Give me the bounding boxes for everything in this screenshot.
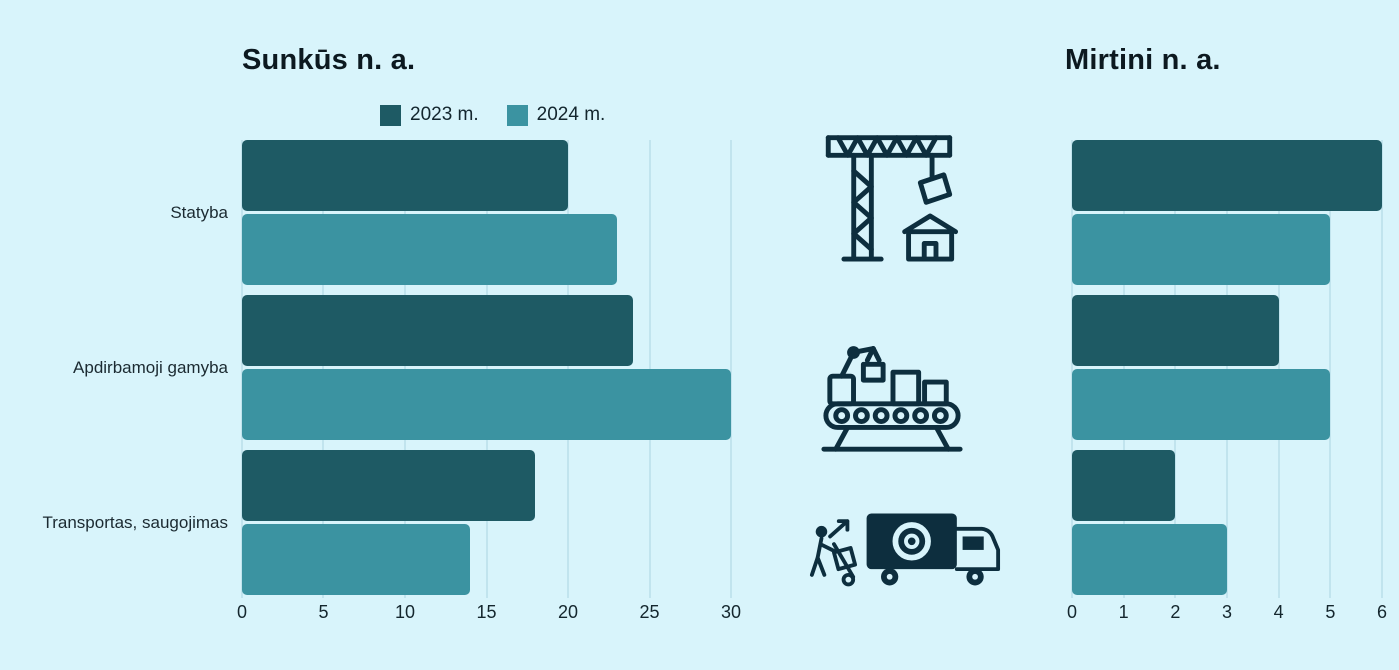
bar-group: [242, 295, 731, 440]
bar-statyba-2024: [242, 214, 617, 285]
chart-title-sunkus: Sunkūs n. a.: [242, 44, 416, 76]
bar-apdirbamoji-gamyba-2023: [1072, 295, 1279, 366]
gridline: [1329, 140, 1332, 598]
legend-item-2024: 2024 m.: [506, 104, 606, 126]
bar-statyba-2024: [1072, 214, 1331, 285]
x-tick-label: 0: [1066, 602, 1078, 622]
x-tick-label: 6: [1376, 602, 1388, 622]
conveyor-icon: [818, 318, 966, 463]
bar-transportas-saugojimas-2024: [242, 524, 471, 595]
category-label: Apdirbamoji gamyba: [73, 357, 228, 377]
category-label: Statyba: [170, 202, 228, 222]
x-axis: 0 1 2 3 4 5 6: [1067, 602, 1387, 628]
bar-group: [242, 450, 731, 595]
bar-group: [1072, 140, 1382, 285]
bar-group: [1072, 295, 1382, 440]
bars: [1072, 140, 1382, 595]
x-tick-label: 0: [236, 602, 248, 622]
x-axis: 0 5 10 15 20 25 30: [237, 602, 741, 628]
bar-apdirbamoji-gamyba-2023: [242, 295, 634, 366]
legend-label-2024: 2024 m.: [536, 104, 606, 125]
category-label: Transportas, saugojimas: [42, 512, 228, 532]
x-tick-label: 20: [557, 602, 578, 622]
category-axis: Statyba Apdirbamoji gamyba Transportas, sa…: [0, 140, 232, 595]
legend-label-2023: 2023 m.: [410, 104, 479, 125]
bar-group: [1072, 450, 1382, 595]
bar-transportas-saugojimas-2023: [1072, 450, 1176, 521]
x-tick-label: 15: [476, 602, 497, 622]
legend-swatch-2023: [380, 104, 401, 126]
bar-group: [242, 140, 731, 285]
bar-apdirbamoji-gamyba-2024: [242, 369, 731, 440]
truck-icon: [806, 500, 1028, 601]
gridline: [1381, 140, 1383, 598]
bar-chart-mirtini: 0 1 2 3 4 5 6: [1067, 140, 1387, 622]
legend-item-2023: 2023 m.: [380, 104, 479, 126]
x-tick-label: 3: [1221, 602, 1233, 622]
x-tick-label: 30: [720, 602, 742, 622]
bar-statyba-2023: [1072, 140, 1382, 211]
x-tick-label: 25: [639, 602, 660, 622]
crane-icon: [812, 122, 964, 269]
x-tick-label: 10: [394, 602, 415, 622]
x-tick-label: 1: [1118, 602, 1129, 622]
bar-statyba-2023: [242, 140, 568, 211]
legend: 2023 m. 2024 m.: [380, 104, 605, 126]
x-tick-label: 2: [1170, 602, 1181, 622]
gridline: [241, 140, 243, 598]
bar-chart-sunkus: 0 5 10 15 20 25 30: [237, 140, 741, 622]
x-tick-label: 5: [1325, 602, 1336, 622]
gridline: [1071, 140, 1073, 598]
x-tick-label: 4: [1273, 602, 1284, 622]
bar-transportas-saugojimas-2024: [1072, 524, 1227, 595]
bar-transportas-saugojimas-2023: [242, 450, 536, 521]
gridline: [730, 140, 732, 598]
bar-apdirbamoji-gamyba-2024: [1072, 369, 1331, 440]
legend-swatch-2024: [506, 104, 528, 126]
chart-title-mirtini: Mirtini n. a.: [1065, 44, 1221, 76]
bars: [242, 140, 731, 595]
x-tick-label: 5: [318, 602, 329, 622]
